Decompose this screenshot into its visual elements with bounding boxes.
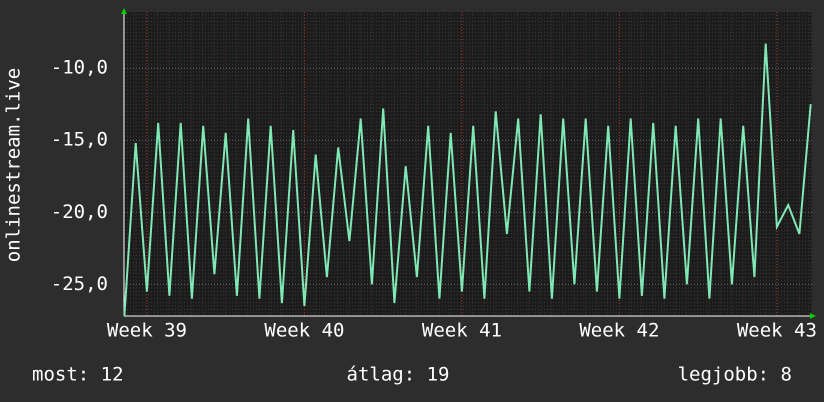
axis-arrow — [121, 8, 127, 14]
y-tick-label: -15,0 — [51, 129, 108, 151]
footer-text: legjobb: 8 — [678, 364, 792, 386]
y-tick-label: -10,0 — [51, 57, 108, 79]
x-tick-label: Week 42 — [579, 320, 659, 342]
footer-text: átlag: 19 — [347, 364, 450, 386]
x-tick-label: Week 39 — [107, 320, 187, 342]
x-tick-label: Week 41 — [422, 320, 502, 342]
footer-text: most: 12 — [32, 364, 124, 386]
axis-arrow — [810, 313, 816, 319]
x-tick-label: Week 40 — [264, 320, 344, 342]
y-tick-label: -20,0 — [51, 201, 108, 223]
data-line — [123, 43, 812, 317]
y-axis-label: onlinestream.live — [3, 68, 25, 262]
y-tick-label: -25,0 — [51, 273, 108, 295]
x-tick-label: Week 43 — [737, 320, 817, 342]
